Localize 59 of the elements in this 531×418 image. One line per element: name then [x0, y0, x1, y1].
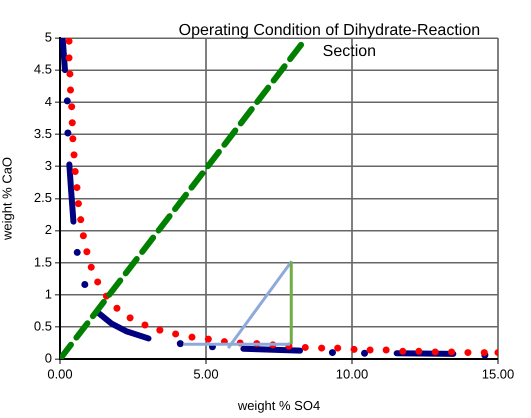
x-tick-label: 15.00	[482, 366, 514, 382]
point	[72, 168, 79, 176]
point	[66, 54, 73, 62]
point	[88, 264, 95, 271]
y-tick-label: 3	[44, 158, 52, 173]
point	[74, 248, 81, 256]
x-axis-title: weight % SO4	[236, 398, 320, 413]
point	[399, 348, 406, 355]
point	[126, 314, 134, 322]
y-tick-label: 1	[44, 286, 52, 302]
point	[350, 346, 358, 353]
y-tick-label: 3.5	[34, 126, 52, 141]
x-tick-label: 5.00	[193, 366, 219, 382]
y-tick-label: 4.5	[34, 62, 52, 77]
point	[81, 281, 88, 288]
point	[480, 349, 488, 356]
point	[366, 346, 374, 354]
point	[69, 135, 76, 142]
point	[64, 97, 71, 104]
point	[302, 344, 309, 351]
point	[382, 346, 390, 354]
point	[94, 278, 102, 286]
point	[361, 350, 368, 357]
point	[176, 340, 184, 348]
point	[80, 232, 87, 240]
point	[73, 184, 80, 192]
y-axis-title: weight % CaO	[0, 156, 14, 242]
point	[415, 348, 422, 355]
y-tick-label: 2.5	[34, 190, 52, 206]
point	[68, 119, 76, 126]
point	[74, 200, 82, 208]
point	[64, 130, 72, 137]
point	[448, 348, 456, 356]
point	[83, 248, 90, 256]
point	[141, 321, 148, 328]
y-tick-label: 0.5	[34, 318, 52, 334]
point	[328, 349, 336, 356]
point	[67, 86, 74, 94]
x-tick-label: 10.00	[336, 366, 368, 382]
point	[66, 70, 74, 78]
y-tick-label: 2	[44, 222, 52, 238]
point	[204, 336, 212, 343]
point	[172, 330, 180, 338]
point	[156, 326, 164, 334]
x-tick-label: 0.00	[47, 366, 73, 382]
point	[66, 38, 73, 45]
point	[77, 216, 84, 224]
point	[70, 151, 78, 158]
point	[334, 344, 342, 352]
point	[432, 348, 439, 356]
y-tick-label: 4	[44, 94, 52, 109]
point	[464, 349, 472, 356]
y-tick-label: 5	[44, 30, 52, 45]
point	[188, 334, 196, 341]
point	[68, 103, 76, 110]
point	[113, 304, 120, 312]
y-tick-label: 1.5	[34, 254, 52, 270]
y-tick-label: 0	[44, 350, 52, 366]
point	[318, 344, 326, 352]
